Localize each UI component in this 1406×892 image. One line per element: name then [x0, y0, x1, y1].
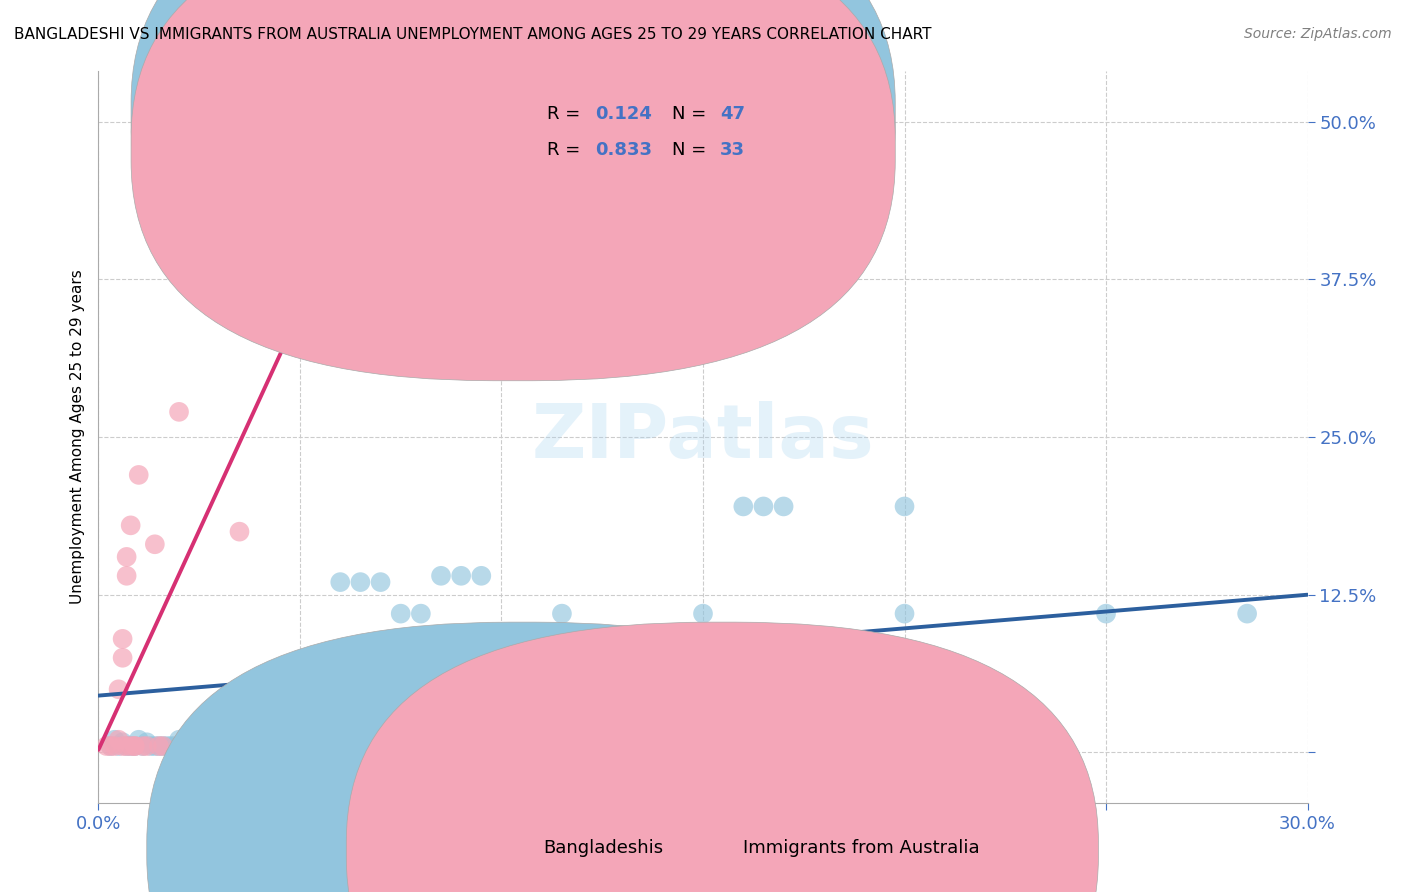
Point — [156, 739, 179, 753]
Point — [1236, 607, 1258, 621]
Point — [470, 569, 492, 583]
Point — [893, 500, 915, 514]
Point — [651, 739, 673, 753]
Point — [148, 739, 170, 753]
Point — [143, 739, 166, 753]
Point — [132, 739, 155, 753]
Point — [208, 739, 231, 753]
Point — [103, 732, 125, 747]
Point — [124, 739, 146, 753]
Point — [491, 739, 513, 753]
Point — [389, 607, 412, 621]
Point — [409, 607, 432, 621]
Point — [160, 739, 183, 753]
Point — [571, 739, 593, 753]
Point — [135, 739, 157, 753]
Point — [115, 739, 138, 753]
Point — [208, 739, 231, 753]
Point — [163, 739, 186, 753]
Point — [200, 739, 222, 753]
Point — [176, 739, 198, 753]
Text: N =: N = — [672, 104, 711, 123]
FancyBboxPatch shape — [346, 622, 1098, 892]
Text: 33: 33 — [720, 141, 745, 159]
Text: Source: ZipAtlas.com: Source: ZipAtlas.com — [1244, 27, 1392, 41]
Point — [188, 739, 211, 753]
Point — [389, 739, 412, 753]
Point — [103, 739, 125, 753]
Point — [111, 739, 134, 753]
FancyBboxPatch shape — [467, 82, 830, 181]
FancyBboxPatch shape — [146, 622, 898, 892]
Text: 0.833: 0.833 — [595, 141, 652, 159]
Point — [733, 500, 755, 514]
Point — [893, 607, 915, 621]
Point — [100, 739, 122, 753]
Point — [176, 739, 198, 753]
Point — [124, 739, 146, 753]
Point — [100, 739, 122, 753]
Point — [139, 739, 162, 753]
Point — [430, 569, 453, 583]
Point — [752, 500, 775, 514]
Point — [329, 575, 352, 590]
Point — [115, 739, 138, 753]
Point — [128, 467, 150, 482]
Point — [115, 569, 138, 583]
Point — [172, 739, 194, 753]
Point — [167, 405, 190, 419]
Point — [135, 735, 157, 749]
Point — [249, 739, 271, 753]
Point — [349, 159, 371, 173]
Point — [152, 739, 174, 753]
Point — [96, 739, 118, 753]
Point — [143, 537, 166, 551]
Point — [107, 739, 129, 753]
Point — [111, 735, 134, 749]
Point — [124, 739, 146, 753]
Text: 0.124: 0.124 — [595, 104, 652, 123]
FancyBboxPatch shape — [131, 0, 896, 345]
Point — [551, 607, 574, 621]
Text: R =: R = — [547, 141, 586, 159]
Point — [120, 739, 142, 753]
Point — [148, 739, 170, 753]
Point — [1095, 607, 1118, 621]
Point — [208, 739, 231, 753]
Text: BANGLADESHI VS IMMIGRANTS FROM AUSTRALIA UNEMPLOYMENT AMONG AGES 25 TO 29 YEARS : BANGLADESHI VS IMMIGRANTS FROM AUSTRALIA… — [14, 27, 932, 42]
Point — [188, 739, 211, 753]
Point — [128, 732, 150, 747]
FancyBboxPatch shape — [131, 0, 896, 381]
Text: Immigrants from Australia: Immigrants from Australia — [742, 839, 980, 857]
Text: ZIPatlas: ZIPatlas — [531, 401, 875, 474]
Point — [288, 266, 311, 280]
Point — [772, 500, 794, 514]
Point — [115, 549, 138, 564]
Text: Bangladeshis: Bangladeshis — [543, 839, 664, 857]
Point — [228, 524, 250, 539]
Point — [450, 569, 472, 583]
Point — [530, 739, 553, 753]
Point — [269, 739, 291, 753]
Point — [111, 632, 134, 646]
Text: 47: 47 — [720, 104, 745, 123]
Point — [120, 739, 142, 753]
Point — [692, 607, 714, 621]
Point — [152, 739, 174, 753]
Point — [107, 682, 129, 697]
Point — [111, 650, 134, 665]
Text: R =: R = — [547, 104, 586, 123]
Y-axis label: Unemployment Among Ages 25 to 29 years: Unemployment Among Ages 25 to 29 years — [69, 269, 84, 605]
Point — [132, 739, 155, 753]
Point — [370, 575, 392, 590]
Point — [329, 739, 352, 753]
Point — [120, 518, 142, 533]
Point — [349, 575, 371, 590]
Point — [167, 732, 190, 747]
Point — [491, 342, 513, 356]
Point — [107, 732, 129, 747]
Point — [612, 739, 634, 753]
Text: N =: N = — [672, 141, 711, 159]
